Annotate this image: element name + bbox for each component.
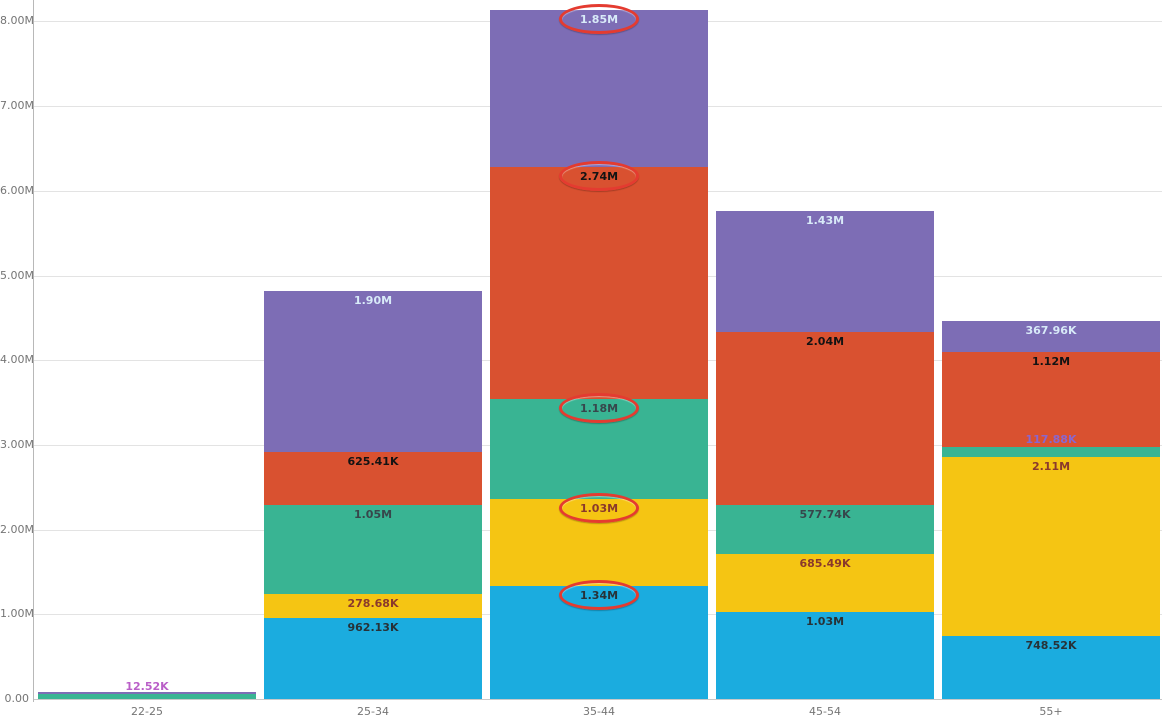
segment-value-label: 2.74M [579,170,619,183]
segment-value-label: 1.43M [805,214,845,227]
segment-value-label: 1.18M [579,402,619,415]
x-axis-tick-label: 55+ [1039,705,1063,718]
segment-value-label: 2.11M [1031,460,1071,473]
bar-segment-series-yellow-25-34[interactable]: 278.68K [264,594,482,618]
bar-segment-series-purple-55+[interactable]: 367.96K [942,321,1160,352]
bar-segment-series-purple-45-54[interactable]: 1.43M [716,211,934,332]
segment-value-label: 748.52K [1025,639,1077,652]
segment-value-label: 625.41K [347,455,399,468]
segment-value-label: 1.12M [1031,355,1071,368]
bar-segment-series-purple-25-34[interactable]: 1.90M [264,291,482,452]
x-axis-tick-label: 45-54 [809,705,841,718]
segment-value-label: 1.90M [353,294,393,307]
y-axis-tick-label: 1.00M [0,607,34,620]
bar-segment-series-green-25-34[interactable]: 1.05M [264,505,482,594]
bar-segment-series-blue-55+[interactable]: 748.52K [942,636,1160,699]
y-axis-tick-label: 3.00M [0,438,34,451]
segment-value-label: 1.03M [805,615,845,628]
segment-value-label: 1.05M [353,508,393,521]
bar-segment-series-blue-45-54[interactable]: 1.03M [716,612,934,699]
bar-segment-series-yellow-35-44[interactable]: 1.03M [490,493,708,586]
bar-segment-series-yellow-45-54[interactable]: 685.49K [716,554,934,612]
bar-segment-series-green-45-54[interactable]: 577.74K [716,505,934,554]
x-axis-tick-label: 35-44 [583,705,615,718]
y-axis-tick-label: 6.00M [0,184,34,197]
bar-segment-series-orange-35-44[interactable]: 2.74M [490,161,708,399]
bar-segment-series-green-35-44[interactable]: 1.18M [490,393,708,499]
y-axis-tick-label: 2.00M [0,523,34,536]
bar-segment-series-orange-55+[interactable]: 1.12M [942,352,1160,447]
x-axis-tick-label: 22-25 [131,705,163,718]
bar-segment-series-green-22-25[interactable]: 12.52K [38,680,256,699]
bar-segment-series-green-55+[interactable]: 117.88K [942,433,1160,457]
bar-segment-series-orange-25-34[interactable]: 625.41K [264,452,482,505]
segment-value-label: 367.96K [1025,324,1077,337]
y-axis-tick-label: 4.00M [0,353,34,366]
segment-value-label: 278.68K [347,597,399,610]
x-axis-tick-label: 25-34 [357,705,389,718]
y-axis-tick-label: 8.00M [0,14,34,27]
bar-segment-series-blue-25-34[interactable]: 962.13K [264,618,482,699]
segment-value-label: 962.13K [347,621,399,634]
y-axis-tick-label: 5.00M [0,269,34,282]
segment-value-label: 685.49K [799,557,851,570]
segment-value-label: 2.04M [805,335,845,348]
segment-value-label: 577.74K [799,508,851,521]
bar-segment-series-orange-45-54[interactable]: 2.04M [716,332,934,505]
bar-segment-series-yellow-55+[interactable]: 2.11M [942,457,1160,636]
segment-value-label: 1.34M [579,589,619,602]
segment-value-label: 1.85M [579,13,619,26]
bar-segment-series-purple-22-25[interactable] [38,692,256,694]
y-axis-tick-label: 7.00M [0,99,34,112]
y-gridline [33,699,1162,700]
red-ellipse-annotation [559,4,639,34]
y-axis-tick-label: 0.00 [4,692,30,705]
segment-value-label: 1.03M [579,502,619,515]
bar-segment-series-blue-35-44[interactable]: 1.34M [490,580,708,699]
bar-segment-series-purple-35-44[interactable]: 1.85M [490,4,708,167]
